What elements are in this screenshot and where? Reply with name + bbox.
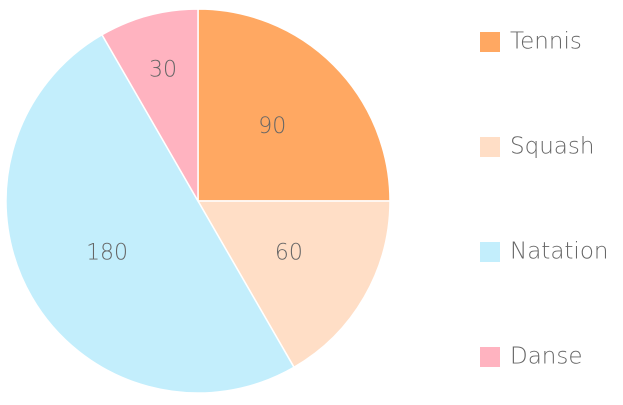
legend-swatch xyxy=(480,137,500,157)
data-label: 90 xyxy=(258,114,286,139)
legend-swatch xyxy=(480,32,500,52)
data-label: 180 xyxy=(86,241,128,266)
pie-slice xyxy=(100,8,199,204)
pie-slice xyxy=(197,8,391,202)
pie-slice xyxy=(196,200,391,369)
data-label: 30 xyxy=(149,58,177,83)
data-label: 60 xyxy=(275,241,303,266)
legend-label: Tennis xyxy=(510,29,582,55)
legend-swatch xyxy=(480,242,500,262)
legend-swatch xyxy=(480,347,500,367)
pie-slice xyxy=(5,33,296,394)
legend-label: Natation xyxy=(510,239,608,265)
legend-label: Danse xyxy=(510,344,583,370)
legend-label: Squash xyxy=(510,134,594,160)
